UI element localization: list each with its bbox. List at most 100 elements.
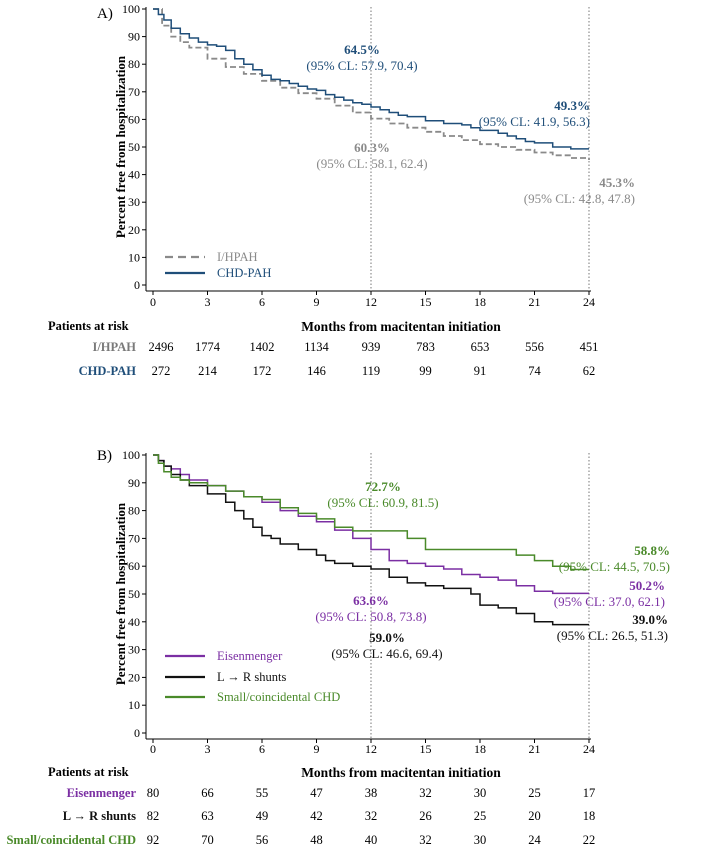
risk-count: 2496 <box>149 340 174 354</box>
x-tick-label: 12 <box>365 295 377 309</box>
y-tick-label: 50 <box>128 587 140 601</box>
risk-count: 55 <box>256 786 269 800</box>
risk-count: 56 <box>256 833 269 847</box>
annotation-value: 49.3% <box>554 98 590 113</box>
risk-count: 32 <box>419 833 432 847</box>
y-tick-label: 40 <box>128 168 140 182</box>
risk-count: 1402 <box>250 340 275 354</box>
risk-row-label-l-r-shunts: L → R shunts <box>63 809 136 823</box>
risk-count: 451 <box>580 340 599 354</box>
legend-label-l-r-shunts: L → R shunts <box>217 670 286 684</box>
x-tick-label: 15 <box>420 295 432 309</box>
risk-count: 26 <box>419 809 432 823</box>
panel-label: B) <box>97 448 112 464</box>
annotation-value: 45.3% <box>599 175 635 190</box>
risk-count: 30 <box>474 833 487 847</box>
x-tick-label: 21 <box>529 295 541 309</box>
y-tick-label: 20 <box>128 223 140 237</box>
x-tick-label: 6 <box>259 742 265 756</box>
annotation-ci: (95% CL: 37.0, 62.1) <box>554 594 665 609</box>
x-tick-label: 18 <box>474 295 486 309</box>
panel-label: A) <box>97 6 113 22</box>
risk-table-title: Patients at risk <box>48 765 129 779</box>
annotation-value: 50.2% <box>629 578 665 593</box>
risk-count: 556 <box>525 340 544 354</box>
annotation-ci: (95% CL: 44.5, 70.5) <box>559 559 670 574</box>
risk-row-label-i-hpah: I/HPAH <box>92 340 136 354</box>
y-tick-label: 0 <box>134 726 140 740</box>
risk-count: 18 <box>583 809 596 823</box>
risk-count: 80 <box>147 786 160 800</box>
risk-count: 38 <box>365 786 378 800</box>
y-tick-label: 80 <box>128 504 140 518</box>
risk-count: 172 <box>253 364 272 378</box>
risk-count: 214 <box>198 364 218 378</box>
annotation-ci: (95% CL: 58.1, 62.4) <box>316 156 427 171</box>
series-line-small-coincidental-chd <box>153 454 589 571</box>
y-tick-label: 0 <box>134 278 140 292</box>
risk-count: 20 <box>528 809 541 823</box>
y-tick-label: 50 <box>128 140 140 154</box>
legend-label-i-hpah: I/HPAH <box>217 250 258 264</box>
risk-table: Patients at risk Eisenmenger 80 66 55 47 38 32 3… <box>6 765 595 847</box>
annotation-ci: (95% CL: 42.8, 47.8) <box>524 191 635 206</box>
y-axis-label: Percent free from hospitalization <box>113 502 128 685</box>
risk-row-label-small-coincidental-chd: Small/coincidental CHD <box>6 833 136 847</box>
annotation-value: 58.8% <box>634 543 670 558</box>
x-tick-label: 24 <box>583 295 595 309</box>
x-tick-label: 24 <box>583 742 595 756</box>
annotation-ci: (95% CL: 60.9, 81.5) <box>327 495 438 510</box>
risk-count: 91 <box>474 364 487 378</box>
y-tick-label: 70 <box>128 531 140 545</box>
legend-label-chd-pah: CHD-PAH <box>217 266 271 280</box>
legend-label-eisenmenger: Eisenmenger <box>217 649 283 663</box>
x-tick-label: 9 <box>314 295 320 309</box>
x-axis-label: Months from macitentan initiation <box>301 319 501 334</box>
risk-count: 70 <box>201 833 214 847</box>
risk-count: 146 <box>307 364 326 378</box>
x-tick-label: 6 <box>259 295 265 309</box>
annotation-value: 63.6% <box>353 593 389 608</box>
y-tick-label: 70 <box>128 85 140 99</box>
risk-count: 1134 <box>304 340 329 354</box>
risk-count: 48 <box>310 833 323 847</box>
risk-count: 25 <box>474 809 487 823</box>
x-tick-label: 3 <box>205 295 211 309</box>
risk-count: 119 <box>362 364 380 378</box>
annotation-value: 39.0% <box>632 612 668 627</box>
risk-count: 66 <box>201 786 214 800</box>
risk-count: 272 <box>152 364 171 378</box>
y-tick-label: 30 <box>128 195 140 209</box>
chart-panel-a: A) 0 10 20 30 40 50 60 70 80 90 100 0 3 6 9 12 15 18 21 24 Pe… <box>48 2 635 378</box>
risk-table: Patients at risk I/HPAH 2496 1774 1402 1134 93… <box>48 319 598 378</box>
x-tick-label: 21 <box>529 742 541 756</box>
y-tick-label: 40 <box>128 615 140 629</box>
annotation-value: 72.7% <box>365 479 401 494</box>
legend: Eisenmenger L → R shunts Small/coincidenta… <box>165 649 340 704</box>
risk-row-label-eisenmenger: Eisenmenger <box>67 786 137 800</box>
y-tick-label: 80 <box>128 57 140 71</box>
y-tick-label: 20 <box>128 670 140 684</box>
annotation-ci: (95% CL: 41.9, 56.3) <box>479 114 590 129</box>
risk-count: 49 <box>256 809 269 823</box>
risk-row-label-chd-pah: CHD-PAH <box>79 364 137 378</box>
y-tick-label: 30 <box>128 643 140 657</box>
annotation-ci: (95% CL: 50.8, 73.8) <box>315 609 426 624</box>
risk-count: 63 <box>201 809 214 823</box>
x-axis-label: Months from macitentan initiation <box>301 765 501 780</box>
series-line-l-r-shunts <box>153 454 589 626</box>
x-tick-label: 0 <box>150 295 156 309</box>
risk-count: 30 <box>474 786 487 800</box>
y-tick-label: 60 <box>128 112 140 126</box>
annotation-value: 64.5% <box>344 42 380 57</box>
risk-table-title: Patients at risk <box>48 319 129 333</box>
risk-count: 62 <box>583 364 596 378</box>
risk-count: 17 <box>583 786 596 800</box>
x-tick-label: 18 <box>474 742 486 756</box>
risk-count: 32 <box>419 786 432 800</box>
y-tick-label: 100 <box>122 448 140 462</box>
annotation-value: 60.3% <box>354 140 390 155</box>
y-tick-label: 90 <box>128 30 140 44</box>
legend-label-small-coincidental-chd: Small/coincidental CHD <box>217 690 340 704</box>
